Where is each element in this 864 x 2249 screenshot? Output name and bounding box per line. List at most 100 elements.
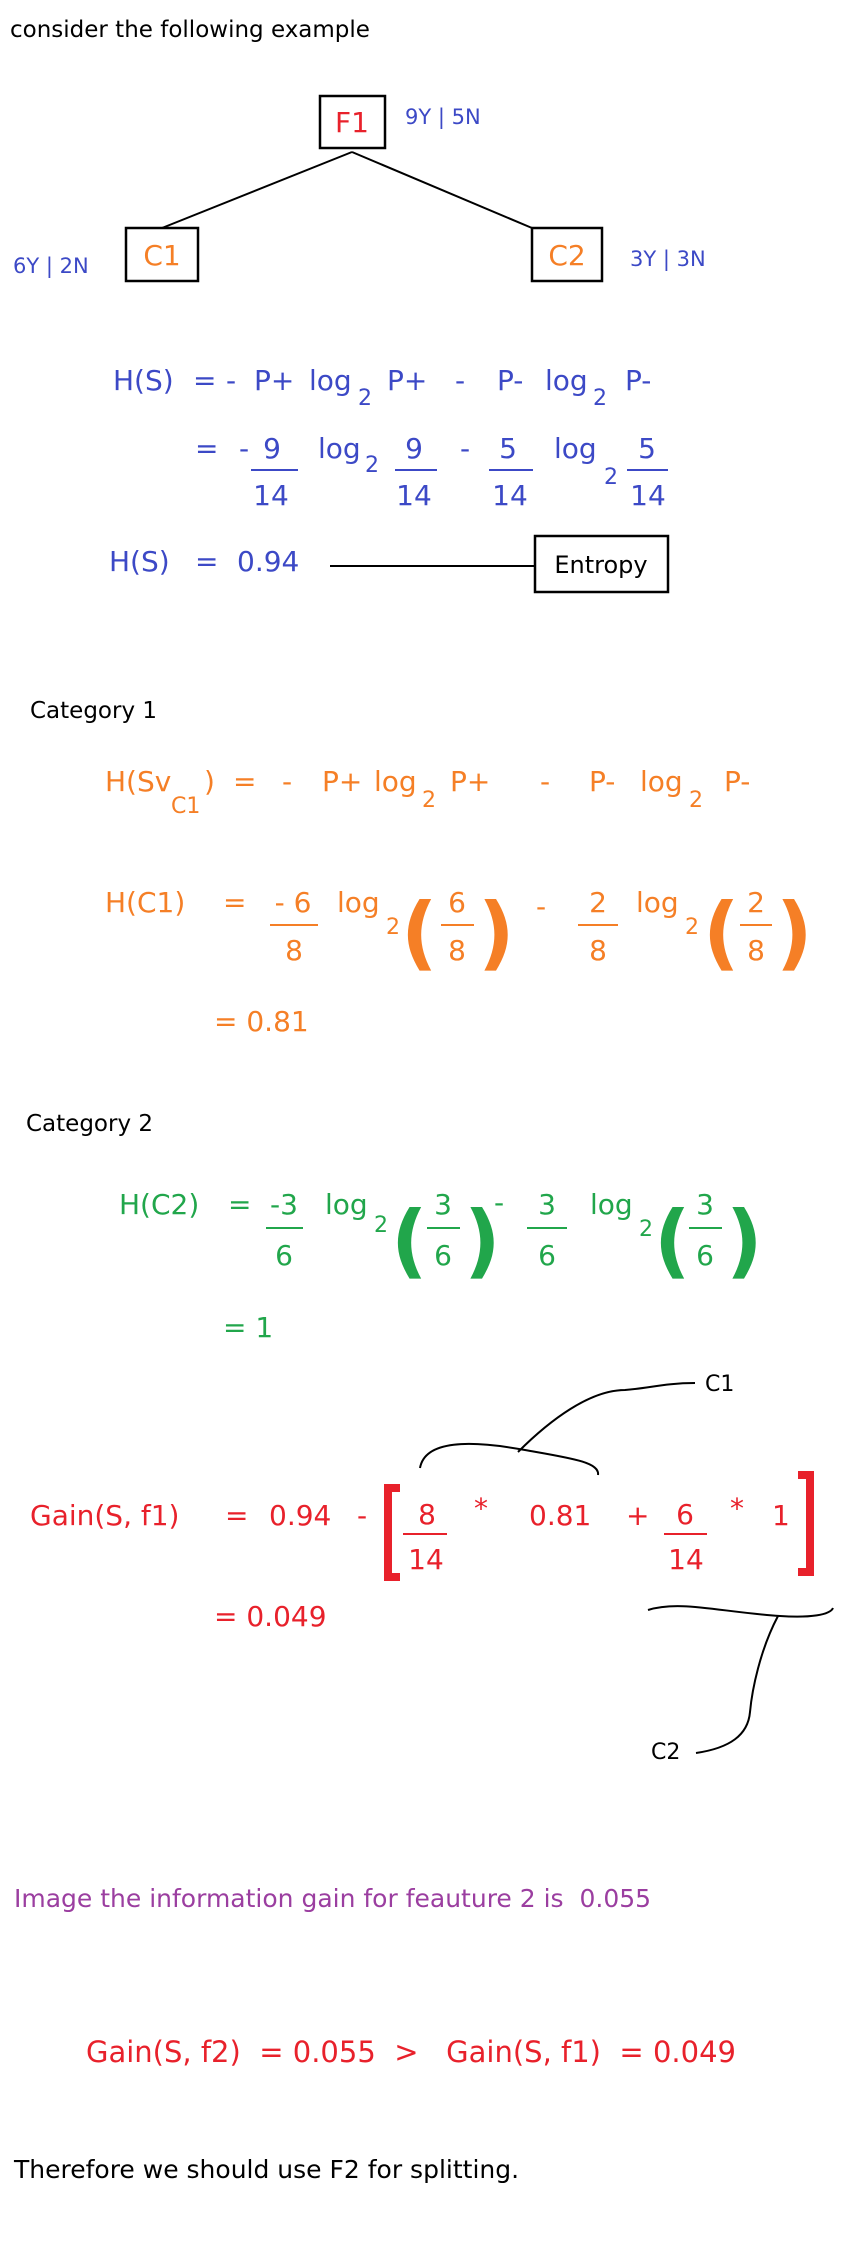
entropy-result-lhs: H(S) xyxy=(109,545,170,578)
entropy-log-2: log xyxy=(545,364,588,397)
cat2-calc-num-2: 3 xyxy=(538,1188,556,1221)
cat1-gen-minus-2: - xyxy=(540,765,550,798)
cat2-calc-log-base-1: 2 xyxy=(374,1213,388,1238)
cat1-calc-num-2: 2 xyxy=(589,886,607,919)
entropy-label: Entropy xyxy=(554,551,647,579)
entropy-p-minus: P- xyxy=(497,364,523,397)
gain-den-2: 14 xyxy=(668,1543,704,1576)
bracket-right xyxy=(798,1471,814,1576)
cat1-gen-minus-1: - xyxy=(282,765,292,798)
cat2-calc-pnum-1: 3 xyxy=(434,1188,452,1221)
cat1-gen-lhs: H(Sv xyxy=(105,765,171,798)
cat2-calc-minus: - xyxy=(494,1186,504,1219)
cat1-calc-log-2: log xyxy=(636,886,679,919)
entropy-frac-num-1: 9 xyxy=(263,432,281,465)
paren-right: ) xyxy=(478,886,515,979)
cat2-calc-den-1: 6 xyxy=(275,1239,293,1272)
cat1-calc-den-2: 8 xyxy=(589,934,607,967)
entropy-frac-den-3: 14 xyxy=(492,479,528,512)
gain-plus: + xyxy=(626,1499,649,1532)
entropy-minus-1: - xyxy=(226,364,236,397)
entropy-result-value: 0.94 xyxy=(237,545,299,578)
entropy-log-base-2: 2 xyxy=(593,386,607,411)
gain-minus: - xyxy=(357,1499,367,1532)
cat1-calc-pnum-2: 2 xyxy=(747,886,765,919)
leader-line-c2 xyxy=(695,1615,779,1754)
cat1-gen-log-base-2: 2 xyxy=(689,788,703,813)
right-node-box xyxy=(530,226,604,283)
cat1-gen-lhs-sub: C1 xyxy=(171,794,200,819)
left-node-label: C1 xyxy=(143,239,180,272)
annotation-c2-label: C2 xyxy=(651,1740,680,1765)
paren-right: ) xyxy=(726,1194,763,1287)
entropy-frac-num-4: 5 xyxy=(638,432,656,465)
gain-result: = 0.049 xyxy=(214,1600,327,1633)
entropy-frac-den-4: 14 xyxy=(630,479,666,512)
cat1-gen-lhs-close: ) xyxy=(204,765,215,798)
cat2-calc-eq: = xyxy=(228,1188,251,1221)
annotation-c1-label: C1 xyxy=(705,1372,734,1397)
gain-times-1: * xyxy=(474,1492,488,1525)
entropy-log-base-3: 2 xyxy=(365,453,379,478)
entropy-log-1: log xyxy=(309,364,352,397)
brace-c1 xyxy=(419,1443,600,1476)
cat2-calc-lhs: H(C2) xyxy=(119,1188,199,1221)
gain-formula: Gain(S, f1) = 0.94 - 8 14 * 0.81 + 6 14 … xyxy=(30,1471,814,1633)
entropy-frac-num-3: 5 xyxy=(499,432,517,465)
cat1-gen-p-minus: P- xyxy=(589,765,615,798)
gain-value-1: 0.81 xyxy=(529,1499,591,1532)
cat1-gen-p-plus: P+ xyxy=(322,765,362,798)
entropy-result-eq: = xyxy=(195,545,218,578)
category-1-heading: Category 1 xyxy=(30,698,157,724)
gain-times-2: * xyxy=(730,1492,744,1525)
cat1-gen-p-minus-b: P- xyxy=(724,765,750,798)
cat2-calc-den-2: 6 xyxy=(538,1239,556,1272)
cat1-calc-pnum-1: 6 xyxy=(448,886,466,919)
gain-num-2: 6 xyxy=(676,1498,694,1531)
root-node-box xyxy=(318,94,387,150)
cat1-calc-log-base-1: 2 xyxy=(386,915,400,940)
leader-line-c1 xyxy=(517,1382,696,1453)
cat2-calc-pden-2: 6 xyxy=(696,1239,714,1272)
gain-base: 0.94 xyxy=(269,1499,331,1532)
entropy-formula: H(S) = - P+ log 2 P+ - P- log 2 P- = - 9… xyxy=(109,364,668,578)
cat1-calc-lhs: H(C1) xyxy=(105,886,185,919)
cat1-calc-eq: = xyxy=(223,886,246,919)
entropy-log-3: log xyxy=(318,432,361,465)
note-text: Image the information gain for feauture … xyxy=(14,1884,651,1913)
paren-left: ( xyxy=(703,886,740,979)
gain-den-1: 14 xyxy=(408,1543,444,1576)
cat1-calc-minus: - xyxy=(536,890,546,923)
comparison-text: Gain(S, f2) = 0.055 > Gain(S, f1) = 0.04… xyxy=(86,2035,736,2069)
gain-eq: = xyxy=(225,1499,248,1532)
root-node-label: F1 xyxy=(335,106,369,139)
cat2-calc-log-base-2: 2 xyxy=(639,1217,653,1242)
right-node-label: C2 xyxy=(548,239,585,272)
entropy-minus-3: - xyxy=(460,432,470,465)
category-1-formula: H(Sv C1 ) = - P+ log 2 P+ - P- log 2 P- … xyxy=(105,765,813,1038)
annotation-c1: C1 xyxy=(419,1372,734,1476)
cat1-calc-pden-2: 8 xyxy=(747,934,765,967)
gain-num-1: 8 xyxy=(418,1498,436,1531)
entropy-eq-2: = xyxy=(195,432,218,465)
paren-left: ( xyxy=(654,1194,691,1287)
entropy-label-box xyxy=(533,534,670,594)
entropy-eq: = xyxy=(193,364,216,397)
cat2-result: = 1 xyxy=(223,1311,273,1344)
cat1-gen-eq: = xyxy=(233,765,256,798)
entropy-frac-num-2: 9 xyxy=(405,432,423,465)
cat2-calc-pnum-2: 3 xyxy=(696,1188,714,1221)
cat2-calc-num-1: -3 xyxy=(270,1188,298,1221)
paren-left: ( xyxy=(401,886,438,979)
cat1-calc-den-1: 8 xyxy=(285,934,303,967)
entropy-lhs: H(S) xyxy=(113,364,174,397)
tree-edge-right xyxy=(351,151,533,229)
cat1-gen-p-plus-b: P+ xyxy=(450,765,490,798)
root-node-counts: 9Y | 5N xyxy=(405,105,481,130)
entropy-p-minus-b: P- xyxy=(625,364,651,397)
cat1-gen-log-1: log xyxy=(374,765,417,798)
paren-right: ) xyxy=(464,1194,501,1287)
gain-value-2: 1 xyxy=(772,1499,790,1532)
entropy-frac-sign-1: - xyxy=(239,432,249,465)
